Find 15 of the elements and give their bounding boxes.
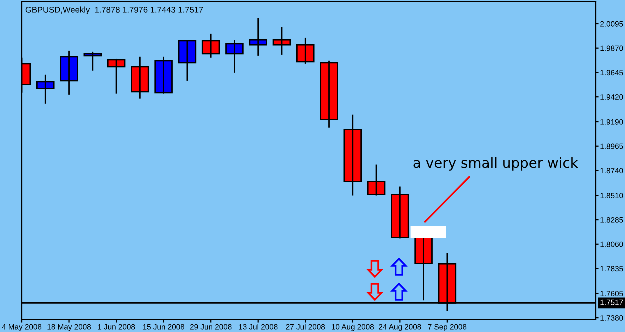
candlestick: [107, 58, 126, 95]
candlestick: [367, 164, 386, 196]
candlestick: [391, 186, 410, 240]
candlestick: [131, 56, 150, 100]
candlestick: [226, 39, 244, 74]
candlestick: [414, 236, 433, 302]
candlestick: [60, 50, 78, 96]
candlestick: [36, 74, 55, 105]
candlestick: [320, 60, 338, 129]
text: GBPUSD,Weekly 1.7878 1.7976 1.7443 1.7517: [26, 6, 204, 15]
candlestick: [344, 114, 362, 196]
candlestick: [154, 56, 173, 95]
candlestick: [178, 40, 197, 82]
annotation: a very small upper wick: [414, 157, 578, 171]
candlestick: [296, 37, 315, 65]
